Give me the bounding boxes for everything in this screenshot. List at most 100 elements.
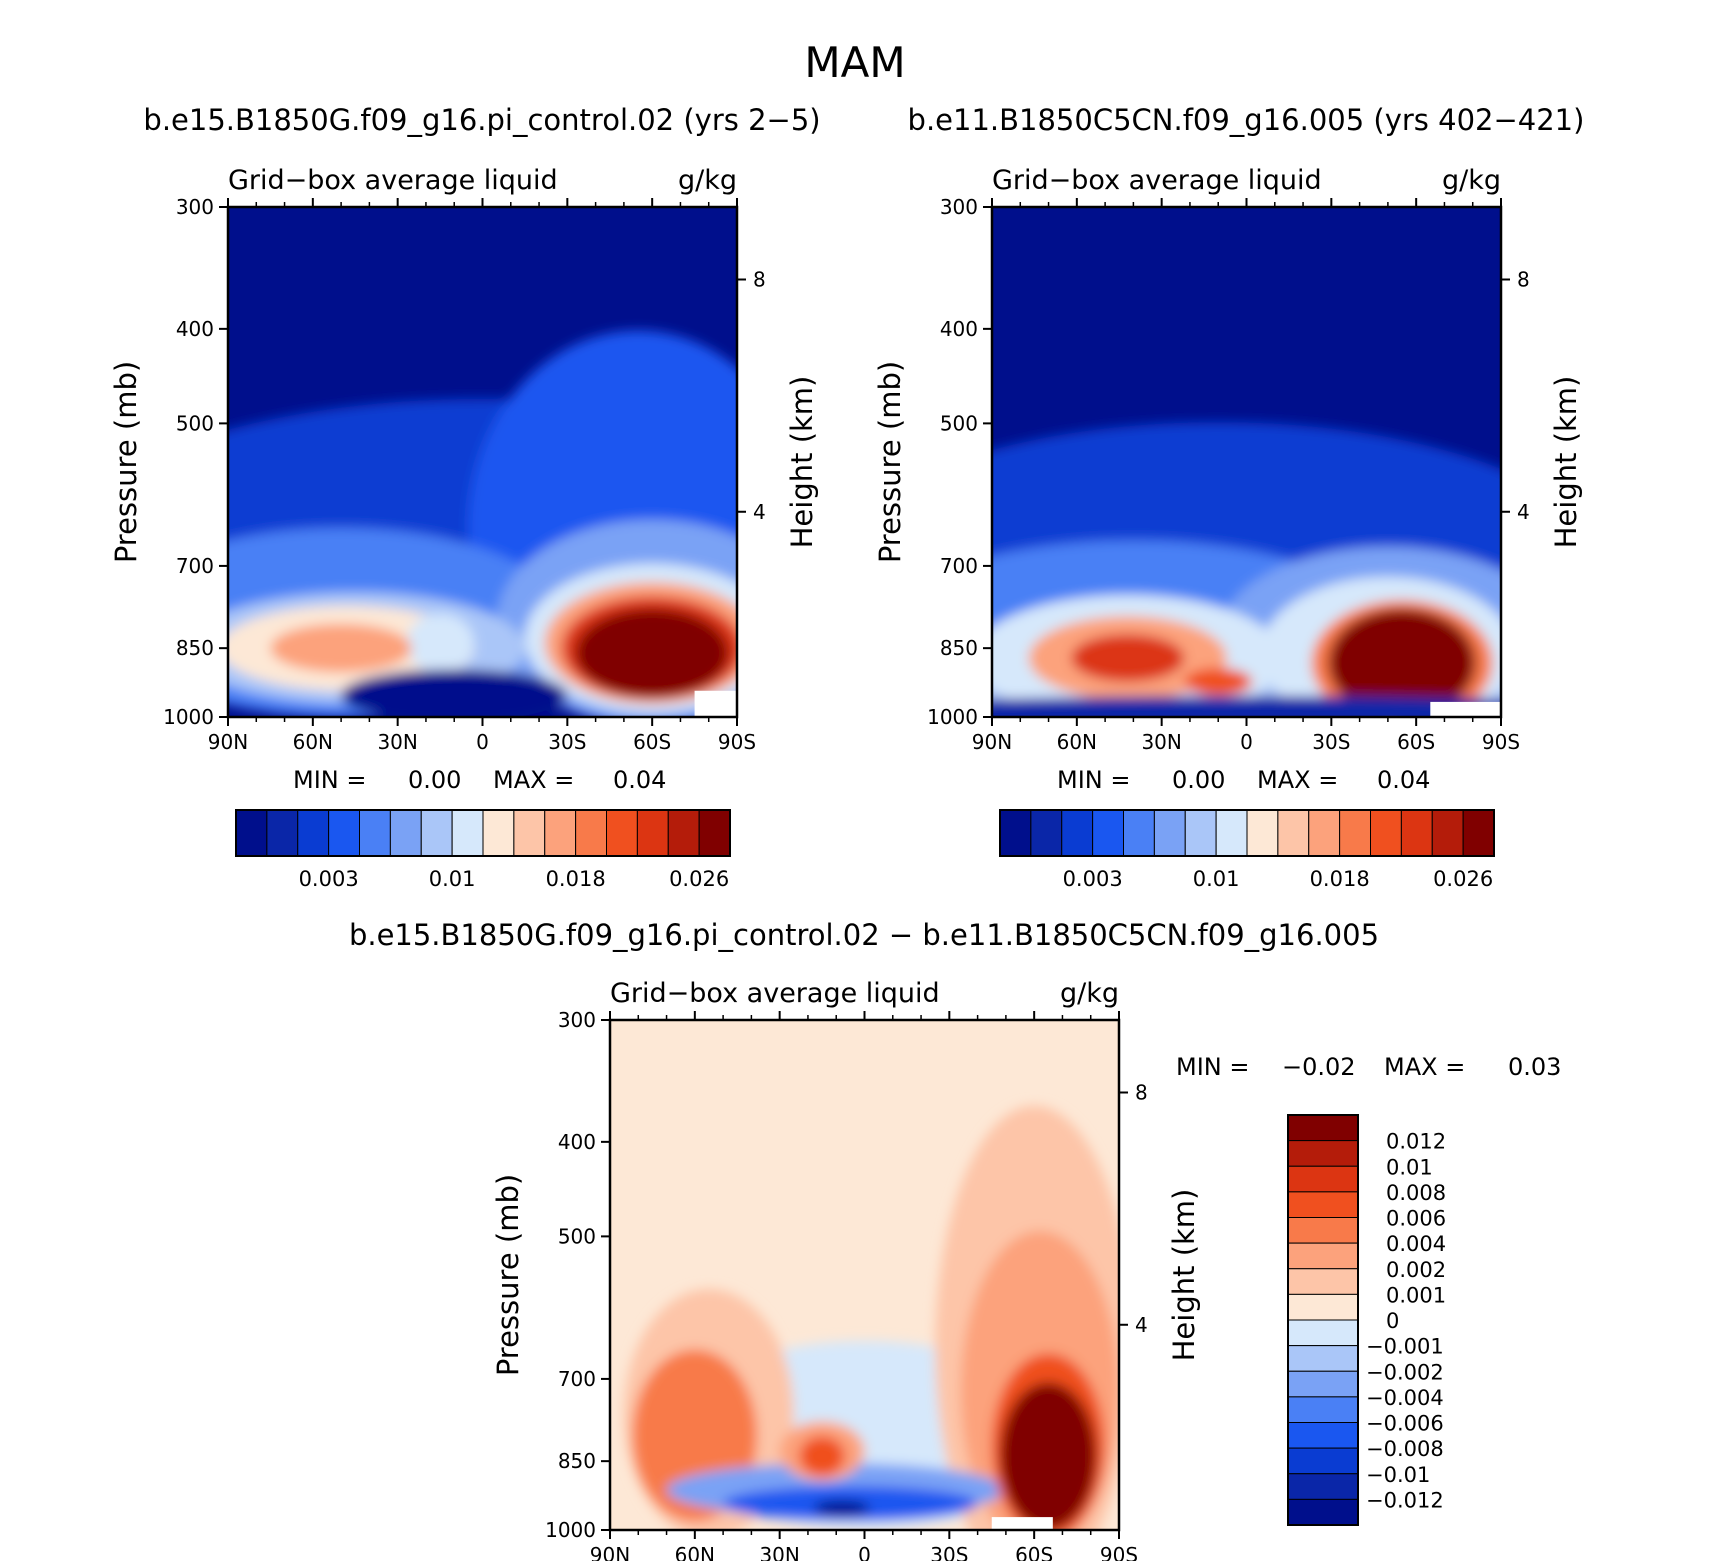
colorbar-swatch [420, 809, 453, 857]
x-tick-label: 90S [1482, 730, 1520, 754]
y-tick-label: 700 [940, 554, 978, 578]
y-tick-label: 400 [176, 317, 214, 341]
y2-tick-label: 4 [1517, 500, 1530, 524]
field-blob [1071, 634, 1185, 682]
colorbar-tick-label: −0.006 [1366, 1412, 1444, 1436]
contour-field [610, 1020, 1119, 1530]
colorbar-swatch [1462, 809, 1495, 857]
colorbar-swatch [606, 809, 638, 857]
min-value: 0.00 [1172, 766, 1225, 794]
y-tick-label: 500 [176, 411, 214, 435]
colorbar: 0.0120.010.0080.0060.0040.0020.0010−0.00… [1287, 1114, 1446, 1526]
colorbar-swatch [1287, 1114, 1359, 1142]
y-tick-label: 500 [558, 1224, 596, 1248]
colorbar-swatch [482, 809, 515, 857]
x-tick-label: 90N [208, 730, 248, 754]
missing-data [991, 1517, 1053, 1530]
x-tick-label: 90N [972, 730, 1012, 754]
colorbar-swatch [1287, 1242, 1359, 1270]
colorbar-tick-label: 0.012 [1386, 1130, 1446, 1154]
colorbar-tick-label: 0.026 [669, 867, 729, 891]
colorbar-swatch [999, 809, 1032, 857]
field-layers [228, 330, 737, 717]
colorbar-swatch [1215, 809, 1248, 857]
missing-data [694, 690, 737, 717]
colorbar-swatch [1287, 1191, 1359, 1218]
min-label: MIN = [1176, 1053, 1249, 1081]
colorbar-swatch [1287, 1217, 1359, 1244]
field-blob [406, 613, 475, 673]
colorbar-swatch [1287, 1345, 1359, 1372]
max-label: MAX = [1257, 766, 1338, 794]
colorbar-swatch [1339, 809, 1371, 857]
y-tick-label: 300 [940, 195, 978, 219]
y2-tick-label: 4 [753, 500, 766, 524]
y-tick-label: 400 [558, 1130, 596, 1154]
y2-tick-label: 4 [1135, 1313, 1148, 1337]
y-tick-label: 500 [940, 411, 978, 435]
colorbar-tick-label: 0.003 [299, 867, 359, 891]
colorbar-tick-label: 0.026 [1433, 867, 1493, 891]
x-tick-label: 60S [1397, 730, 1435, 754]
colorbar: 0.003 0.01 0.018 0.026 [999, 809, 1495, 891]
x-tick-label: 30N [377, 730, 417, 754]
field-blob [799, 1436, 845, 1476]
colorbar-frame [1287, 1114, 1359, 1526]
y-tick-label: 700 [558, 1367, 596, 1391]
x-tick-label: 30S [1312, 730, 1350, 754]
y-axis-label: Pressure (mb) [873, 361, 907, 563]
max-label: MAX = [493, 766, 574, 794]
variable-label: Grid−box average liquid [228, 165, 558, 196]
field-blob [270, 623, 412, 673]
field-blob [813, 1500, 871, 1517]
colorbar-swatch [1400, 809, 1433, 857]
colorbar-swatch [513, 809, 546, 857]
colorbar-swatch [1431, 809, 1464, 857]
colorbar-swatch [1287, 1165, 1359, 1193]
colorbar-tick-label: 0 [1386, 1309, 1399, 1333]
chart-panel-1: b.e15.B1850G.f09_g16.pi_control.02 (yrs … [109, 103, 821, 891]
chart-panel-2: b.e11.B1850C5CN.f09_g16.005 (yrs 402−421… [873, 103, 1584, 891]
colorbar-swatch [1287, 1422, 1359, 1449]
x-tick-label: 60N [293, 730, 333, 754]
colorbar-swatch [1370, 809, 1402, 857]
colorbar-swatch [1030, 809, 1063, 857]
colorbar-tick-label: −0.01 [1366, 1463, 1430, 1487]
field-layers [992, 422, 1501, 717]
colorbar-swatch [1061, 809, 1094, 857]
y-tick-label: 1000 [163, 705, 214, 729]
colorbar-swatch [1277, 809, 1310, 857]
colorbar-swatch [1092, 809, 1124, 857]
field-blob [575, 608, 729, 698]
min-label: MIN = [1057, 766, 1130, 794]
max-value: 0.04 [613, 766, 666, 794]
colorbar: 0.003 0.01 0.018 0.026 [235, 809, 731, 891]
figure-title: MAM [804, 38, 906, 87]
y-tick-label: 850 [176, 636, 214, 660]
colorbar-tick-label: −0.012 [1366, 1488, 1444, 1512]
colorbar-tick-label: 0.003 [1063, 867, 1123, 891]
y-tick-label: 700 [176, 554, 214, 578]
colorbar-swatch [266, 809, 299, 857]
colorbar-tick-label: 0.001 [1386, 1283, 1446, 1307]
y-axis-label: Pressure (mb) [109, 361, 143, 563]
units-label: g/kg [1060, 978, 1119, 1009]
x-tick-label: 30N [759, 1543, 799, 1561]
colorbar-tick-label: −0.002 [1366, 1360, 1444, 1384]
colorbar-swatch [1287, 1473, 1359, 1500]
y-axis-label: Pressure (mb) [491, 1174, 525, 1376]
x-tick-label: 60S [633, 730, 671, 754]
x-tick-label: 30S [548, 730, 586, 754]
variable-label: Grid−box average liquid [610, 978, 940, 1009]
colorbar-tick-label: 0.018 [1310, 867, 1370, 891]
max-label: MAX = [1384, 1053, 1465, 1081]
x-tick-label: 60N [675, 1543, 715, 1561]
colorbar-swatch [1287, 1447, 1359, 1475]
colorbar-swatch [1246, 809, 1279, 857]
colorbar-tick-label: −0.008 [1366, 1437, 1444, 1461]
y2-tick-label: 8 [1517, 267, 1530, 291]
y2-tick-label: 8 [1135, 1080, 1148, 1104]
colorbar-swatch [1308, 809, 1341, 857]
y-tick-label: 850 [558, 1449, 596, 1473]
colorbar-swatch [1287, 1268, 1359, 1295]
